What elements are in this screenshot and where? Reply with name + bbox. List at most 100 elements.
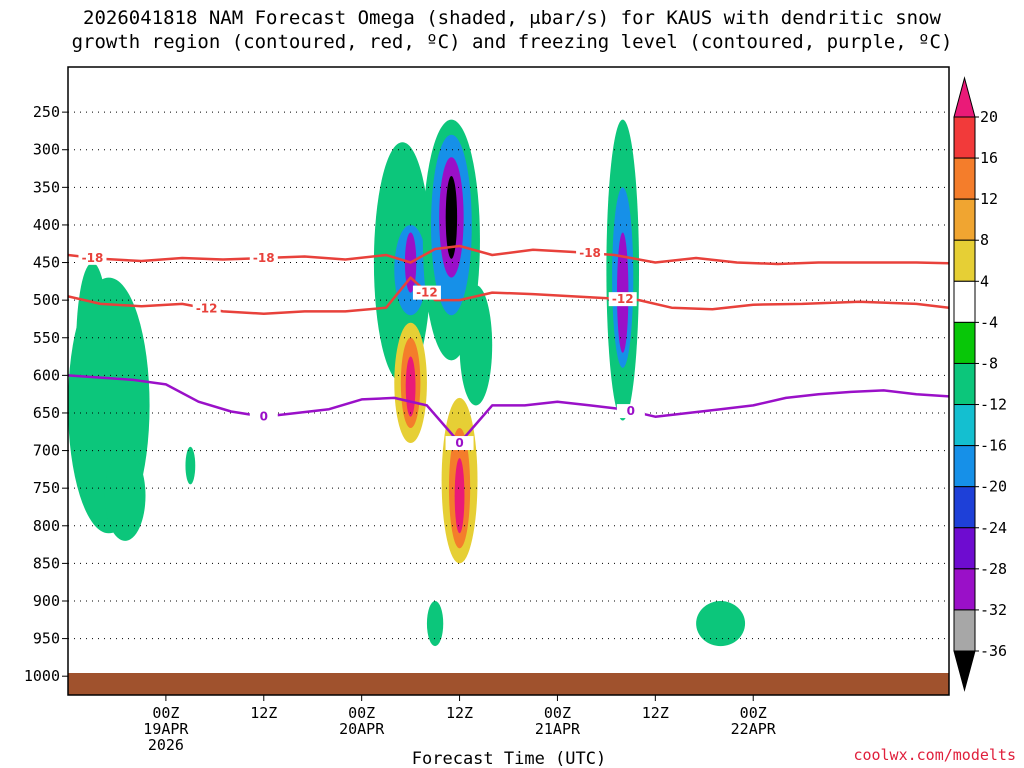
colorbar-label: 8 — [980, 231, 989, 249]
y-tick-label: 300 — [33, 141, 60, 159]
x-tick-label: 20APR — [339, 720, 385, 738]
chart-title-line-2: growth region (contoured, red, ºC) and f… — [71, 31, 953, 53]
omega-region — [445, 176, 458, 259]
colorbar-label: -4 — [980, 313, 998, 331]
contour-label: 0 — [455, 436, 463, 450]
colorbar-top-arrow — [953, 76, 976, 118]
x-tick-label: 22APR — [731, 720, 777, 738]
omega-region — [426, 600, 444, 647]
contour-layer: -18 -18 -18 -12 -12 -12 0 0 0 — [68, 244, 949, 451]
contour-label: -18 — [253, 251, 275, 265]
colorbar-swatch — [953, 116, 976, 159]
omega-region — [454, 458, 465, 534]
contour-label: 0 — [627, 404, 635, 418]
contour-line — [68, 374, 949, 445]
x-tick-label: 00Z — [348, 704, 375, 722]
colorbar-swatch — [953, 527, 976, 570]
y-tick-label: 250 — [33, 103, 60, 121]
colorbar-label: -20 — [980, 478, 1007, 496]
x-axis-label: Forecast Time (UTC) — [412, 749, 606, 768]
ground-terrain-band — [68, 673, 949, 695]
omega-region — [617, 533, 628, 624]
y-tick-label: 600 — [33, 366, 60, 384]
y-tick-label: 850 — [33, 554, 60, 572]
contour-label: 0 — [260, 410, 268, 424]
contour-label: -12 — [612, 292, 634, 306]
colorbar-swatch — [953, 609, 976, 652]
y-tick-label: 700 — [33, 442, 60, 460]
y-tick-label: 550 — [33, 329, 60, 347]
x-tick-label: 12Z — [642, 704, 669, 722]
colorbar-label: 4 — [980, 272, 989, 290]
y-tick-label: 750 — [33, 479, 60, 497]
colorbar-label: -36 — [980, 642, 1007, 660]
colorbar-bottom-arrow — [953, 650, 976, 692]
omega-region — [76, 262, 109, 429]
colorbar-swatch — [953, 157, 976, 200]
contour-label-bg — [249, 251, 278, 266]
x-tick-label: 00Z — [544, 704, 571, 722]
x-tick-label: 2026 — [148, 736, 184, 754]
colorbar-swatch — [953, 239, 976, 282]
contour-label: -18 — [579, 246, 601, 260]
contour-label-bg — [412, 285, 441, 300]
omega-region — [185, 446, 196, 485]
credit-text: coolwx.com/modelts — [853, 746, 1016, 764]
contour-label-bg — [249, 409, 278, 424]
contour-line — [68, 244, 949, 266]
colorbar-swatch — [953, 404, 976, 447]
colorbar-label: 16 — [980, 149, 998, 167]
colorbar-swatch — [953, 568, 976, 611]
omega-region — [459, 285, 493, 406]
colorbar-swatch — [953, 445, 976, 488]
colorbar-swatch — [953, 198, 976, 241]
y-tick-label: 450 — [33, 254, 60, 272]
contour-label-bg — [192, 301, 221, 316]
contour-label-bg — [445, 436, 474, 451]
omega-region — [405, 356, 416, 417]
y-tick-label: 350 — [33, 178, 60, 196]
colorbar-label: -32 — [980, 601, 1007, 619]
colorbar-label: 12 — [980, 190, 998, 208]
x-tick-label: 19APR — [143, 720, 189, 738]
colorbar-swatch — [953, 321, 976, 364]
chart-title-line-1: 2026041818 NAM Forecast Omega (shaded, μ… — [83, 7, 941, 29]
colorbar-swatch — [953, 362, 976, 406]
contour-label-bg — [78, 250, 107, 265]
y-tick-label: 950 — [33, 630, 60, 648]
colorbar-label: -12 — [980, 396, 1007, 414]
y-tick-label: 1000 — [24, 667, 60, 685]
y-axis-ticks: 250 300 350 400 450 500 550 600 650 700 750 800 850 9… — [24, 103, 68, 685]
colorbar-swatch — [953, 280, 976, 323]
colorbar-swatch — [953, 486, 976, 529]
plot-frame — [67, 66, 950, 696]
colorbar-label: 20 — [980, 108, 998, 126]
y-tick-label: 400 — [33, 216, 60, 234]
chart-title: 2026041818 NAM Forecast Omega (shaded, μ… — [0, 6, 1024, 54]
x-tick-label: 12Z — [250, 704, 277, 722]
contour-label-bg — [616, 404, 645, 419]
contour-label: -12 — [416, 286, 438, 300]
colorbar: 20 16 12 8 4 -4 -8 -12 -16 -20 -24 -28 -32 -36 — [953, 76, 1007, 692]
x-tick-label: 12Z — [446, 704, 473, 722]
contour-label: -12 — [196, 301, 218, 315]
x-tick-label: 00Z — [740, 704, 767, 722]
omega-shading-layer — [68, 119, 746, 647]
x-tick-label: 21APR — [535, 720, 581, 738]
colorbar-label: -28 — [980, 560, 1007, 578]
colorbar-label: -16 — [980, 437, 1007, 455]
contour-label: -18 — [82, 251, 104, 265]
y-tick-label: 650 — [33, 404, 60, 422]
colorbar-label: -8 — [980, 354, 998, 372]
contour-label-bg — [576, 246, 605, 261]
x-tick-label: 00Z — [152, 704, 179, 722]
y-tick-label: 800 — [33, 517, 60, 535]
contour-label-bg — [608, 292, 637, 307]
omega-region — [696, 600, 746, 647]
y-tick-label: 900 — [33, 592, 60, 610]
colorbar-label: -24 — [980, 519, 1007, 537]
y-tick-label: 500 — [33, 291, 60, 309]
omega-region — [104, 450, 146, 541]
